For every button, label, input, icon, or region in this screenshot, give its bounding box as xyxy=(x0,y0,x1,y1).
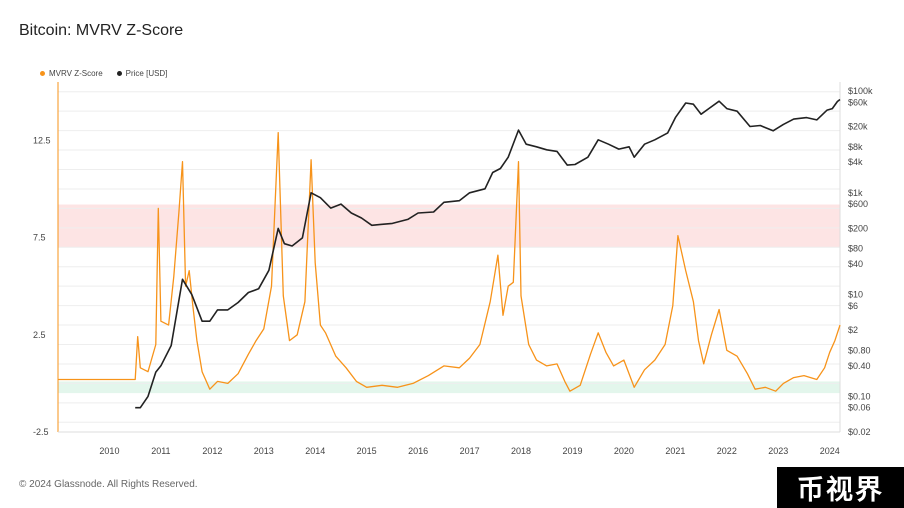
y-right-tick-label: $1k xyxy=(848,188,863,198)
copyright-footer: © 2024 Glassnode. All Rights Reserved. xyxy=(19,479,198,490)
y-right-tick-label: $2 xyxy=(848,325,858,335)
x-tick-label: 2020 xyxy=(614,446,634,456)
threshold-band-1 xyxy=(58,381,840,394)
chart-legend: MVRV Z-Score Price [USD] xyxy=(40,69,167,78)
legend-label-mvrv: MVRV Z-Score xyxy=(49,69,103,78)
legend-item-mvrv[interactable]: MVRV Z-Score xyxy=(40,69,103,78)
x-tick-label: 2012 xyxy=(202,446,222,456)
x-tick-label: 2016 xyxy=(408,446,428,456)
legend-dot-mvrv xyxy=(40,71,45,76)
y-right-tick-label: $4k xyxy=(848,157,863,167)
x-tick-label: 2019 xyxy=(562,446,582,456)
y-right-tick-label: $60k xyxy=(848,97,868,107)
legend-label-price: Price [USD] xyxy=(125,69,168,78)
x-tick-label: 2018 xyxy=(511,446,531,456)
y-right-tick-label: $0.02 xyxy=(848,427,871,437)
y-right-tick-label: $0.06 xyxy=(848,403,871,413)
x-tick-label: 2014 xyxy=(305,446,325,456)
watermark-logo: 币视界 xyxy=(777,467,904,508)
x-tick-label: 2015 xyxy=(357,446,377,456)
y-right-tick-label: $600 xyxy=(848,199,868,209)
y-right-tick-label: $10 xyxy=(848,290,863,300)
legend-dot-price xyxy=(116,71,122,76)
x-tick-label: 2011 xyxy=(151,446,170,456)
y-right-tick-label: $0.10 xyxy=(848,391,871,401)
legend-item-price[interactable]: Price [USD] xyxy=(116,69,168,78)
y-right-tick-label: $80 xyxy=(848,244,863,254)
y-right-tick-label: $0.40 xyxy=(848,361,871,371)
y-right-tick-label: $40 xyxy=(848,259,863,269)
x-tick-label: 2022 xyxy=(717,446,737,456)
x-tick-label: 2010 xyxy=(99,446,119,456)
y-right-tick-label: $20k xyxy=(848,122,868,132)
x-tick-label: 2021 xyxy=(665,446,685,456)
y-left-tick-label: 12.5 xyxy=(33,135,51,145)
threshold-band-0 xyxy=(58,204,840,248)
y-right-tick-label: $8k xyxy=(848,142,863,152)
y-right-tick-label: $0.80 xyxy=(848,345,871,355)
y-right-tick-label: $6 xyxy=(848,301,858,311)
y-left-tick-label: -2.5 xyxy=(33,427,49,437)
y-left-tick-label: 7.5 xyxy=(33,233,46,243)
y-right-tick-label: $100k xyxy=(848,86,873,96)
mvrv-zscore-line xyxy=(58,131,841,392)
x-tick-label: 2024 xyxy=(820,446,840,456)
price-line xyxy=(135,98,841,409)
page-title: Bitcoin: MVRV Z-Score xyxy=(19,22,184,39)
mvrv-chart: 12.5 7.5 2.5 -2.5 $100k$60k $20k $8k $4k $1k$600… xyxy=(33,82,873,456)
x-tick-label: 2017 xyxy=(460,446,480,456)
y-left-tick-label: 2.5 xyxy=(33,330,46,340)
x-tick-label: 2023 xyxy=(768,446,788,456)
x-tick-label: 2013 xyxy=(254,446,274,456)
y-right-tick-label: $200 xyxy=(848,223,868,233)
